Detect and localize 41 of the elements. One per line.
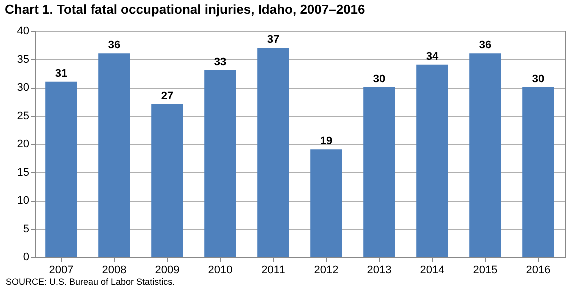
x-tick-label: 2007 (49, 264, 74, 276)
bar (152, 104, 184, 257)
x-tick-label: 2015 (473, 264, 498, 276)
x-tick-label: 2009 (155, 264, 180, 276)
bar (310, 150, 342, 257)
bar (46, 82, 78, 257)
x-tick-label: 2014 (420, 264, 445, 276)
y-tick-label: 5 (23, 223, 30, 236)
y-tick-label: 20 (17, 138, 30, 150)
bar (416, 64, 448, 257)
y-tick-label: 30 (17, 82, 30, 94)
bar (522, 88, 554, 257)
chart-title: Chart 1. Total fatal occupational injuries, Idaho, 2007–2016 (5, 2, 366, 17)
x-tick-label: 2013 (367, 264, 392, 276)
data-label: 19 (320, 136, 333, 148)
data-label: 30 (373, 74, 386, 86)
y-tick-label: 25 (17, 110, 30, 122)
y-tick-label: 40 (17, 26, 30, 38)
data-label: 34 (426, 50, 440, 63)
data-label: 36 (479, 40, 492, 52)
data-label: 36 (108, 40, 121, 52)
bar (204, 70, 236, 257)
bar (98, 54, 130, 257)
bar (470, 54, 502, 257)
data-label: 30 (532, 74, 545, 86)
y-tick-label: 10 (17, 195, 30, 207)
bar (364, 88, 396, 257)
data-label: 27 (161, 90, 174, 102)
data-label: 31 (55, 68, 68, 80)
y-tick-label: 35 (17, 54, 30, 66)
data-label: 33 (214, 56, 227, 69)
bar (258, 48, 290, 257)
y-tick-label: 15 (17, 166, 30, 179)
x-tick-label: 2016 (526, 264, 551, 276)
x-tick-label: 2008 (102, 264, 127, 276)
data-label: 37 (267, 34, 280, 46)
x-tick-label: 2010 (208, 264, 233, 276)
y-tick-label: 0 (23, 252, 30, 264)
x-tick-label: 2012 (314, 264, 339, 276)
source-note: SOURCE: U.S. Bureau of Labor Statistics. (6, 277, 176, 287)
x-tick-label: 2011 (262, 264, 286, 276)
